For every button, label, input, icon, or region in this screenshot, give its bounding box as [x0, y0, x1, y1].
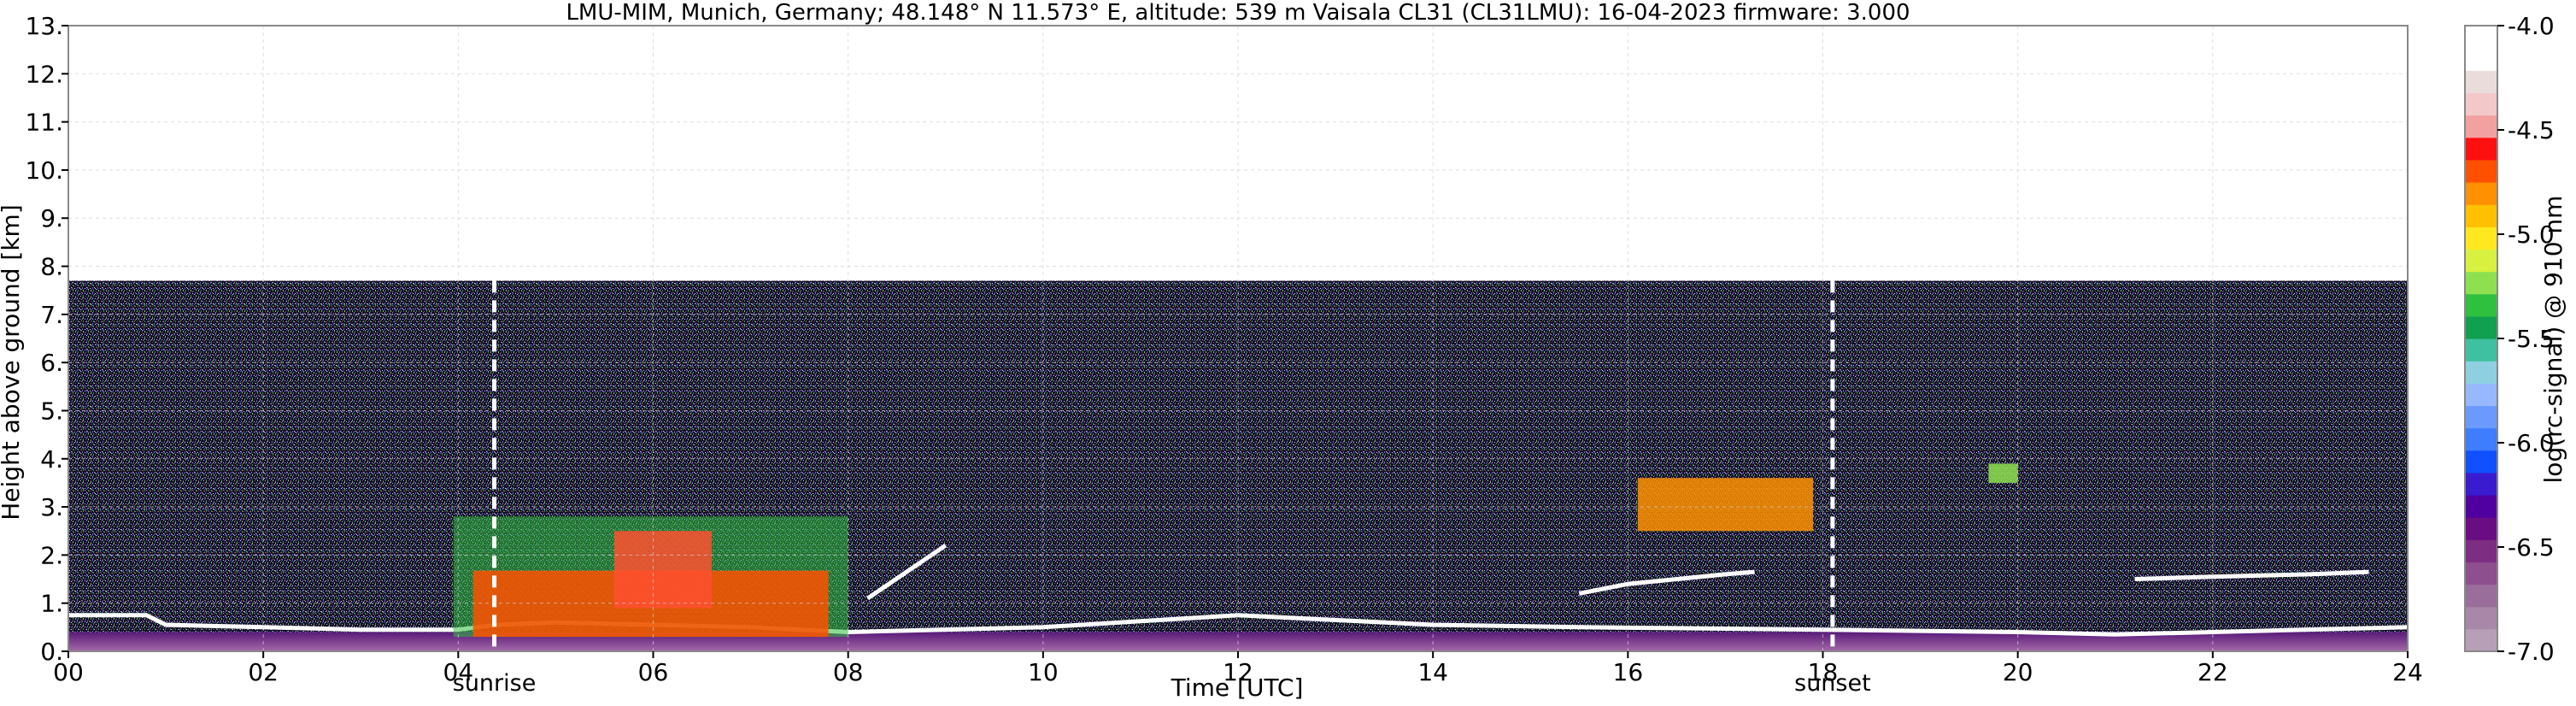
colorbar-segment: [2465, 539, 2497, 563]
colorbar-segment: [2465, 249, 2497, 273]
small-cloud-20-utc: [1988, 463, 2018, 483]
y-tick-label: 9.: [40, 204, 63, 232]
y-tick-label: 4.: [40, 445, 63, 474]
y-tick-label: 0.: [40, 638, 63, 666]
colorbar-segment: [2465, 227, 2497, 250]
colorbar-label: log(rc-signal) @ 910 nm: [2539, 196, 2567, 484]
x-tick-label: 08: [833, 658, 864, 686]
cloud-17-utc: [1637, 478, 1814, 532]
colorbar-tick-label: -6.5: [2508, 533, 2555, 562]
colorbar-segment: [2465, 315, 2497, 339]
colorbar-tick-label: -5.0: [2508, 221, 2555, 249]
y-tick-label: 10.: [25, 156, 63, 185]
x-tick-label: 04: [443, 658, 474, 686]
x-tick-label: 12: [1223, 658, 1253, 686]
morning-aerosol-plume: [613, 531, 712, 609]
x-tick-label: 18: [1808, 658, 1839, 686]
y-tick-label: 1.: [40, 590, 63, 618]
y-tick-label: 12.: [25, 60, 63, 88]
colorbar-segment: [2465, 361, 2497, 384]
colorbar-segment: [2465, 606, 2497, 630]
colorbar-segment: [2465, 562, 2497, 585]
colorbar-tick-label: -4.5: [2508, 116, 2555, 144]
cloud-layer-08-09-utc: [866, 544, 948, 601]
colorbar-segment: [2465, 383, 2497, 407]
y-tick-label: 8.: [40, 253, 63, 281]
night-elevated-layer: [2134, 569, 2369, 581]
colorbar-segment: [2465, 495, 2497, 518]
colorbar-segment: [2465, 115, 2497, 138]
sunrise-label: sunrise: [453, 670, 537, 697]
colorbar-segment: [2465, 204, 2497, 227]
y-tick-label: 6.: [40, 349, 63, 377]
evening-elevated-layer: [1578, 569, 1755, 596]
colorbar-segment: [2465, 517, 2497, 540]
colorbar-segment: [2465, 338, 2497, 362]
y-axis-label: Height above ground [km]: [0, 204, 25, 521]
y-tick-label: 3.: [40, 493, 63, 521]
colorbar-segment: [2465, 159, 2497, 183]
colorbar-tick-label: -4.0: [2508, 12, 2555, 40]
colorbar-segment: [2465, 48, 2497, 71]
x-tick-label: 10: [1028, 658, 1059, 686]
sun-markers: sunrise sunset: [453, 280, 1871, 697]
x-tick-label: 24: [2392, 658, 2423, 686]
colorbar-segment: [2465, 271, 2497, 295]
y-tick-label: 11.: [25, 109, 63, 137]
sunset-label: sunset: [1794, 670, 1871, 697]
y-axis-ticks: 0. 1. 2. 3. 4. 5. 6. 7. 8. 9. 10. 11. 12. 13.: [25, 12, 68, 666]
x-tick-label: 02: [248, 658, 279, 686]
colorbar-segment: [2465, 293, 2497, 317]
colorbar-tick-label: -7.0: [2508, 638, 2555, 666]
x-tick-label: 06: [638, 658, 669, 686]
x-tick-label: 16: [1613, 658, 1644, 686]
x-tick-label: 22: [2198, 658, 2228, 686]
colorbar-segment: [2465, 182, 2497, 205]
colorbar-segment: [2465, 450, 2497, 474]
colorbar-segment: [2465, 92, 2497, 116]
colorbar-segment: [2465, 26, 2497, 49]
colorbar-segment: [2465, 472, 2497, 496]
x-tick-label: 20: [2003, 658, 2033, 686]
x-axis-label: Time [UTC]: [1171, 674, 1304, 702]
x-tick-label: 14: [1417, 658, 1448, 686]
x-axis-ticks: 00 02 04 06 08 10 12 14 16 18 20 22 24: [53, 651, 2423, 686]
colorbar-segment: [2465, 427, 2497, 451]
colorbar-tick-label: -6.0: [2508, 429, 2555, 457]
y-tick-label: 5.: [40, 397, 63, 425]
colorbar-tick-label: -5.5: [2508, 325, 2555, 353]
colorbar-segment: [2465, 137, 2497, 161]
chart-title: LMU-MIM, Munich, Germany; 48.148° N 11.5…: [566, 0, 1910, 26]
colorbar-segment: [2465, 584, 2497, 608]
colorbar-segment: [2465, 628, 2497, 652]
colorbar-segment: [2465, 405, 2497, 429]
y-tick-label: 7.: [40, 301, 63, 329]
y-tick-label: 13.: [25, 12, 63, 40]
x-tick-label: 00: [53, 658, 84, 686]
colorbar: -7.0 -6.5 -6.0 -5.5 -5.0 -4.5 -4.0: [2464, 12, 2555, 666]
colorbar-segment: [2465, 70, 2497, 94]
y-tick-label: 2.: [40, 541, 63, 569]
plot-area: [68, 26, 2408, 651]
